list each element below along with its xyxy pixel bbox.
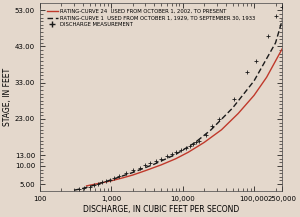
Point [164,154,169,158]
Point [197,139,202,142]
Point [100,181,105,184]
Point [87,185,92,188]
Point [82,186,87,190]
Point [245,70,250,74]
Point [231,97,236,101]
Point [173,150,178,154]
Point [143,163,148,167]
Point [137,166,142,169]
Point [124,171,128,175]
Point [117,174,122,178]
Point [107,178,112,181]
Point [187,145,192,148]
Point [203,133,208,137]
Point [153,159,158,163]
Point [159,157,164,160]
Point [169,152,174,156]
Point [265,34,270,37]
Y-axis label: STAGE, IN FEET: STAGE, IN FEET [3,68,12,126]
Point [130,169,135,172]
Point [194,141,199,144]
Point [210,124,215,128]
Point [253,59,258,63]
Point [148,162,152,165]
Legend: RATING-CURVE 24  USED FROM OCTOBER 1, 2002, TO PRESENT, RATING-CURVE 1  USED FRO: RATING-CURVE 24 USED FROM OCTOBER 1, 200… [45,8,257,28]
Point [92,183,97,187]
Point [274,14,279,17]
X-axis label: DISCHARGE, IN CUBIC FEET PER SECOND: DISCHARGE, IN CUBIC FEET PER SECOND [83,205,239,214]
Point [104,179,109,182]
Point [96,182,100,186]
Point [280,5,285,8]
Point [191,143,196,146]
Point [76,187,81,191]
Point [179,148,184,152]
Point [183,146,188,150]
Point [112,176,117,180]
Point [216,117,221,121]
